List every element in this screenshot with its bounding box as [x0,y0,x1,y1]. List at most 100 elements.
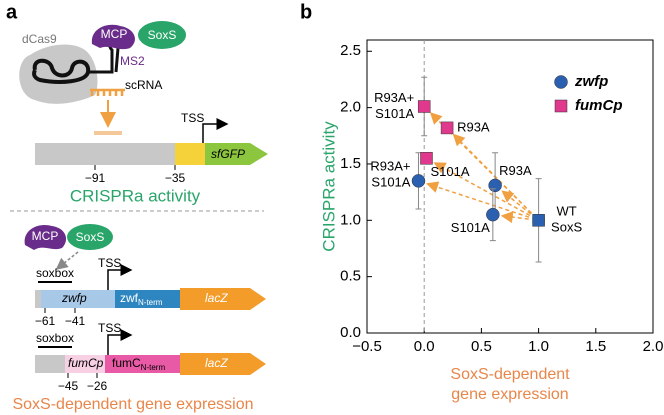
shift-arrow [433,162,531,217]
point-label: S101A [375,106,414,121]
legend-marker [554,99,568,113]
gene-arrow [205,143,268,165]
point [488,178,502,193]
promoter-label: zwfp [61,291,87,305]
soxs-shape [138,21,186,49]
point-label: R93A+ [374,90,414,105]
tss-label: TSS [98,256,121,270]
position-label: −45 [58,379,79,393]
point [440,121,454,135]
soxbox-label: soxbox [36,266,74,280]
x-tick-label: 1.5 [585,338,606,355]
position-label: −91 [85,171,106,185]
rbs-region [175,143,205,165]
y-tick-label: 1.0 [340,211,361,228]
upstream [35,290,41,308]
point-label: SoxS [551,220,582,235]
gene-box [105,355,180,373]
soxs-label: SoxS [148,28,177,42]
tss-arrow [107,329,133,355]
x-tick-label: 1.0 [528,338,549,355]
gene-box [115,290,180,308]
dcas9-label: dCas9 [22,32,57,46]
panel-label: b [300,1,312,23]
point-label: R93A [457,119,490,134]
shift-arrow [429,112,533,214]
point-label: WT [556,204,576,219]
ms2-label: MS2 [120,54,145,68]
plot-frame [366,39,654,334]
mcp-label: MCP [32,229,59,243]
tss-label: TSS [98,321,121,335]
x-tick-label: 0.5 [471,338,492,355]
panel-a: a dCas9 MCP SoxS MS2 scRNA sfGFP TSS −91… [6,1,268,413]
position-label: −35 [165,171,186,185]
y-tick-label: 1.5 [340,155,361,172]
point-label: S101A [430,164,469,179]
legend-label: zwfp [574,73,608,90]
gene-subscript: N-term [141,363,166,372]
reporter-label: lacZ [205,291,228,305]
tss-arrow [107,264,133,290]
point [417,100,431,113]
point-label: S101A [451,220,490,235]
y-axis-title: CRISPRa activity [319,121,338,252]
gene-label: zwfN-term [120,291,163,307]
binding-arrow [55,251,79,270]
gene-subscript: N-term [138,298,163,307]
x-axis-title: SoxS-dependent [450,366,570,383]
mcp-shape [91,24,135,50]
legend-label: fumCp [575,97,623,114]
position-label: −41 [65,314,86,328]
target-site [94,131,122,135]
tss-label: TSS [181,111,204,125]
position-label: −61 [35,314,56,328]
x-tick-label: 0.0 [414,338,435,355]
x-tick-label: −0.5 [352,338,382,355]
shift-arrow [426,181,530,218]
promoter-box [65,355,105,373]
reporter-label: lacZ [205,356,228,370]
scrna-label: scRNA [125,78,162,92]
y-tick-label: 0.0 [340,324,361,341]
mcp-shape [24,224,67,250]
point [411,174,426,188]
x-axis-title: gene expression [451,386,568,403]
promoter-region [35,143,175,165]
gene-label: sfGFP [211,147,245,161]
point [532,214,545,227]
gene-label: fumCN-term [112,356,165,372]
y-tick-label: 0.5 [340,268,361,285]
point [420,152,433,165]
point [486,207,500,222]
y-tick-label: 2.5 [340,42,361,59]
promoter-box [41,290,115,308]
soxs-label: SoxS [76,230,105,244]
point-label: R93A+ [370,158,410,173]
shift-arrow [501,190,532,215]
gene-name: fumC [112,356,141,370]
legend-marker [554,75,568,89]
reporter-arrow [180,353,266,375]
caption: CRISPRa activity [70,186,201,205]
point-label: R93A [499,163,532,178]
tss-arrow [202,118,229,143]
spacer [90,88,125,96]
sgrna [32,58,91,84]
soxbox-label: soxbox [36,331,74,345]
upstream [35,355,65,373]
caption: SoxS-dependent gene expression [12,396,253,413]
reporter-arrow [180,288,266,310]
y-tick-label: 2.0 [340,99,361,116]
position-label: −26 [87,379,108,393]
soxs-shape [67,224,113,250]
gene-name: zwf [120,291,139,305]
panel-label: a [6,1,18,23]
point-label: S101A [371,174,410,189]
shift-arrow [500,211,529,224]
mcp-label: MCP [101,27,128,41]
x-tick-label: 2.0 [643,338,664,355]
promoter-label: fumCp [68,356,104,370]
